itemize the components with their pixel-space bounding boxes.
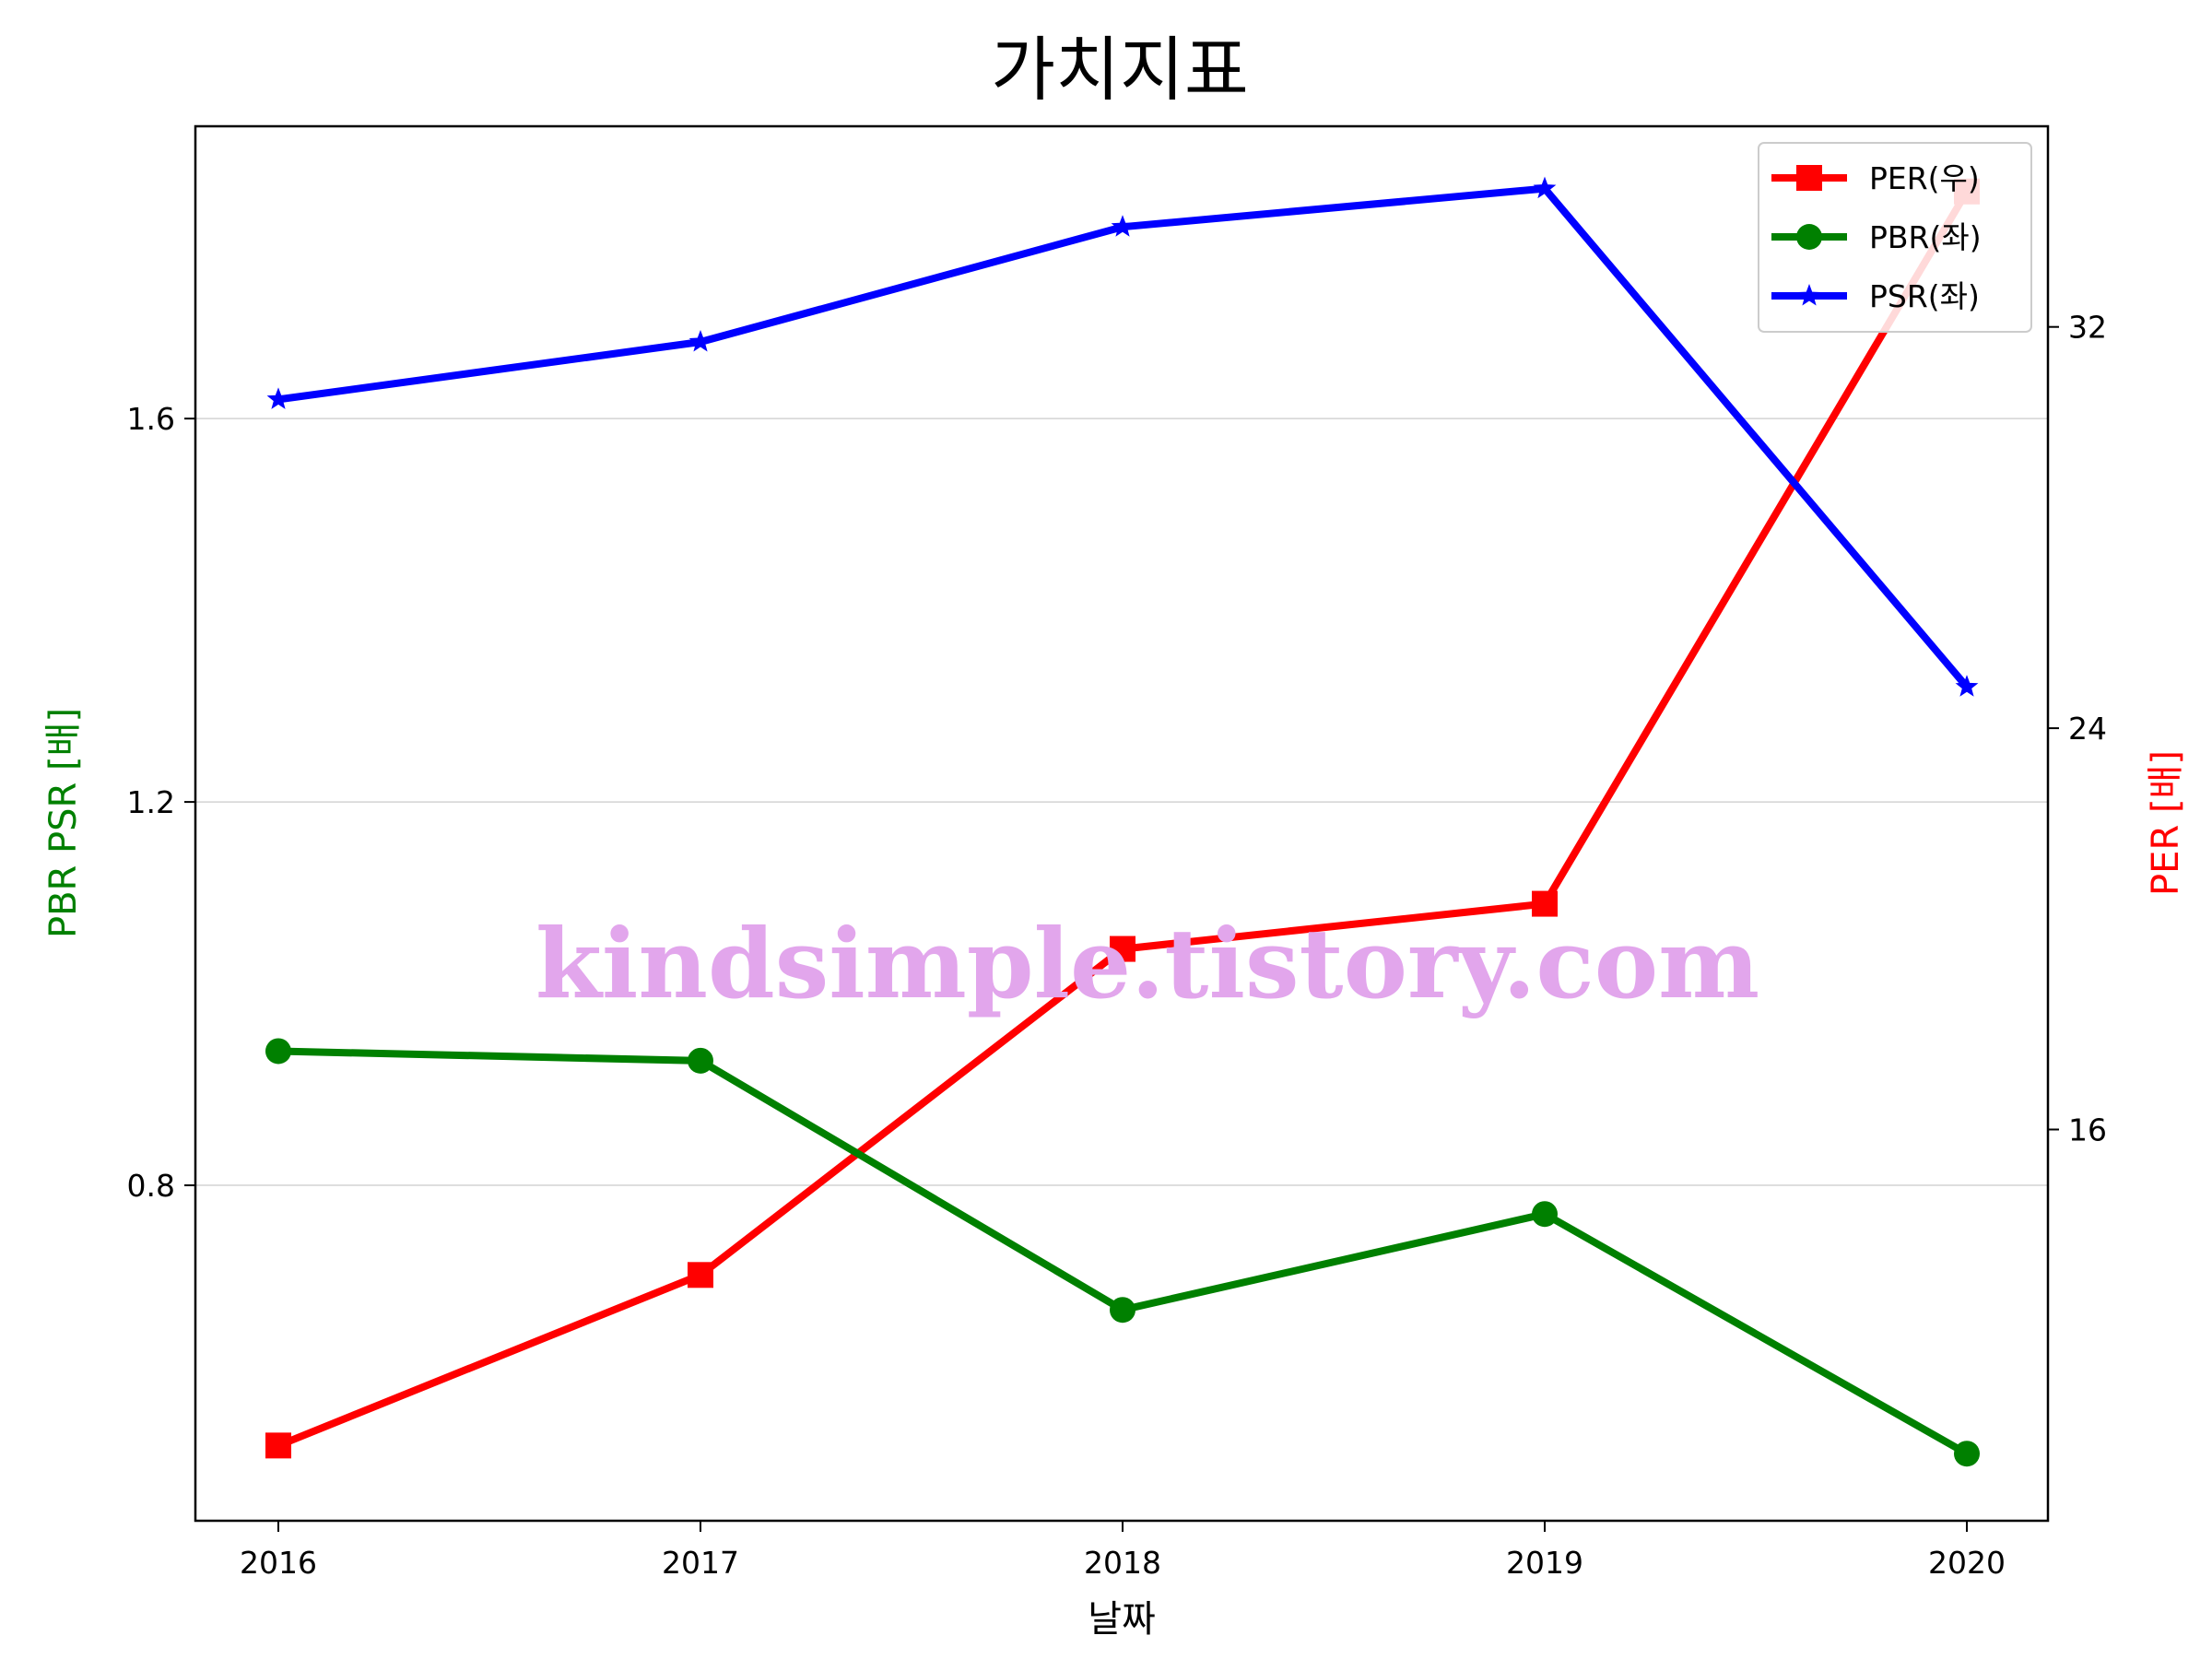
- y-right-tick-label-16: 16: [2068, 1112, 2107, 1147]
- legend-marker-per: [1796, 165, 1822, 191]
- x-tick-label-2017: 2017: [662, 1545, 739, 1581]
- y-right-tick-label-32: 32: [2068, 310, 2107, 346]
- point-psr-2017: [688, 330, 712, 352]
- point-per-2018: [1110, 935, 1135, 962]
- point-psr-2019: [1533, 176, 1557, 199]
- y-right-axis-label: PER [배]: [2145, 750, 2187, 896]
- y-right-axis-ticks: 16 24 32: [2048, 310, 2107, 1147]
- point-pbr-2017: [688, 1047, 713, 1074]
- y-left-axis-ticks: 0.8 1.2 1.6: [127, 401, 195, 1204]
- y-left-tick-label-1.6: 1.6: [127, 401, 175, 437]
- legend-label-pbr: PBR(좌): [1869, 219, 1982, 255]
- legend-label-psr: PSR(좌): [1869, 278, 1980, 314]
- legend-box: [1758, 142, 2032, 333]
- x-tick-label-2019: 2019: [1506, 1545, 1583, 1581]
- point-psr-2020: [1955, 675, 1979, 697]
- y-left-tick-label-1.2: 1.2: [127, 784, 175, 820]
- legend: PER(우) PBR(좌) PSR(좌): [1758, 142, 2032, 333]
- point-per-2016: [265, 1432, 291, 1459]
- y-right-tick-label-24: 24: [2068, 711, 2107, 747]
- legend-marker-pbr: [1796, 224, 1822, 250]
- point-per-2019: [1532, 890, 1558, 917]
- x-axis-ticks: 2016 2017 2018 2019 2020: [240, 1521, 2006, 1581]
- point-pbr-2020: [1954, 1441, 1980, 1467]
- watermark: kindsimple.tistory.com: [535, 907, 1759, 1020]
- x-axis-label: 날짜: [1088, 1598, 1156, 1641]
- point-psr-2018: [1111, 215, 1135, 237]
- x-tick-label-2020: 2020: [1928, 1545, 2006, 1581]
- chart-title: 가치지표: [991, 29, 1249, 111]
- point-per-2017: [688, 1262, 713, 1288]
- x-tick-label-2016: 2016: [240, 1545, 317, 1581]
- x-tick-label-2018: 2018: [1084, 1545, 1161, 1581]
- y-left-tick-label-0.8: 0.8: [127, 1168, 175, 1204]
- y-left-axis-label: PBR PSR [배]: [42, 708, 85, 938]
- legend-label-per: PER(우): [1869, 160, 1980, 196]
- legend-marker-psr: [1797, 284, 1821, 306]
- point-psr-2016: [266, 387, 290, 409]
- point-pbr-2019: [1532, 1201, 1558, 1228]
- point-pbr-2016: [265, 1038, 291, 1065]
- point-pbr-2018: [1110, 1297, 1135, 1324]
